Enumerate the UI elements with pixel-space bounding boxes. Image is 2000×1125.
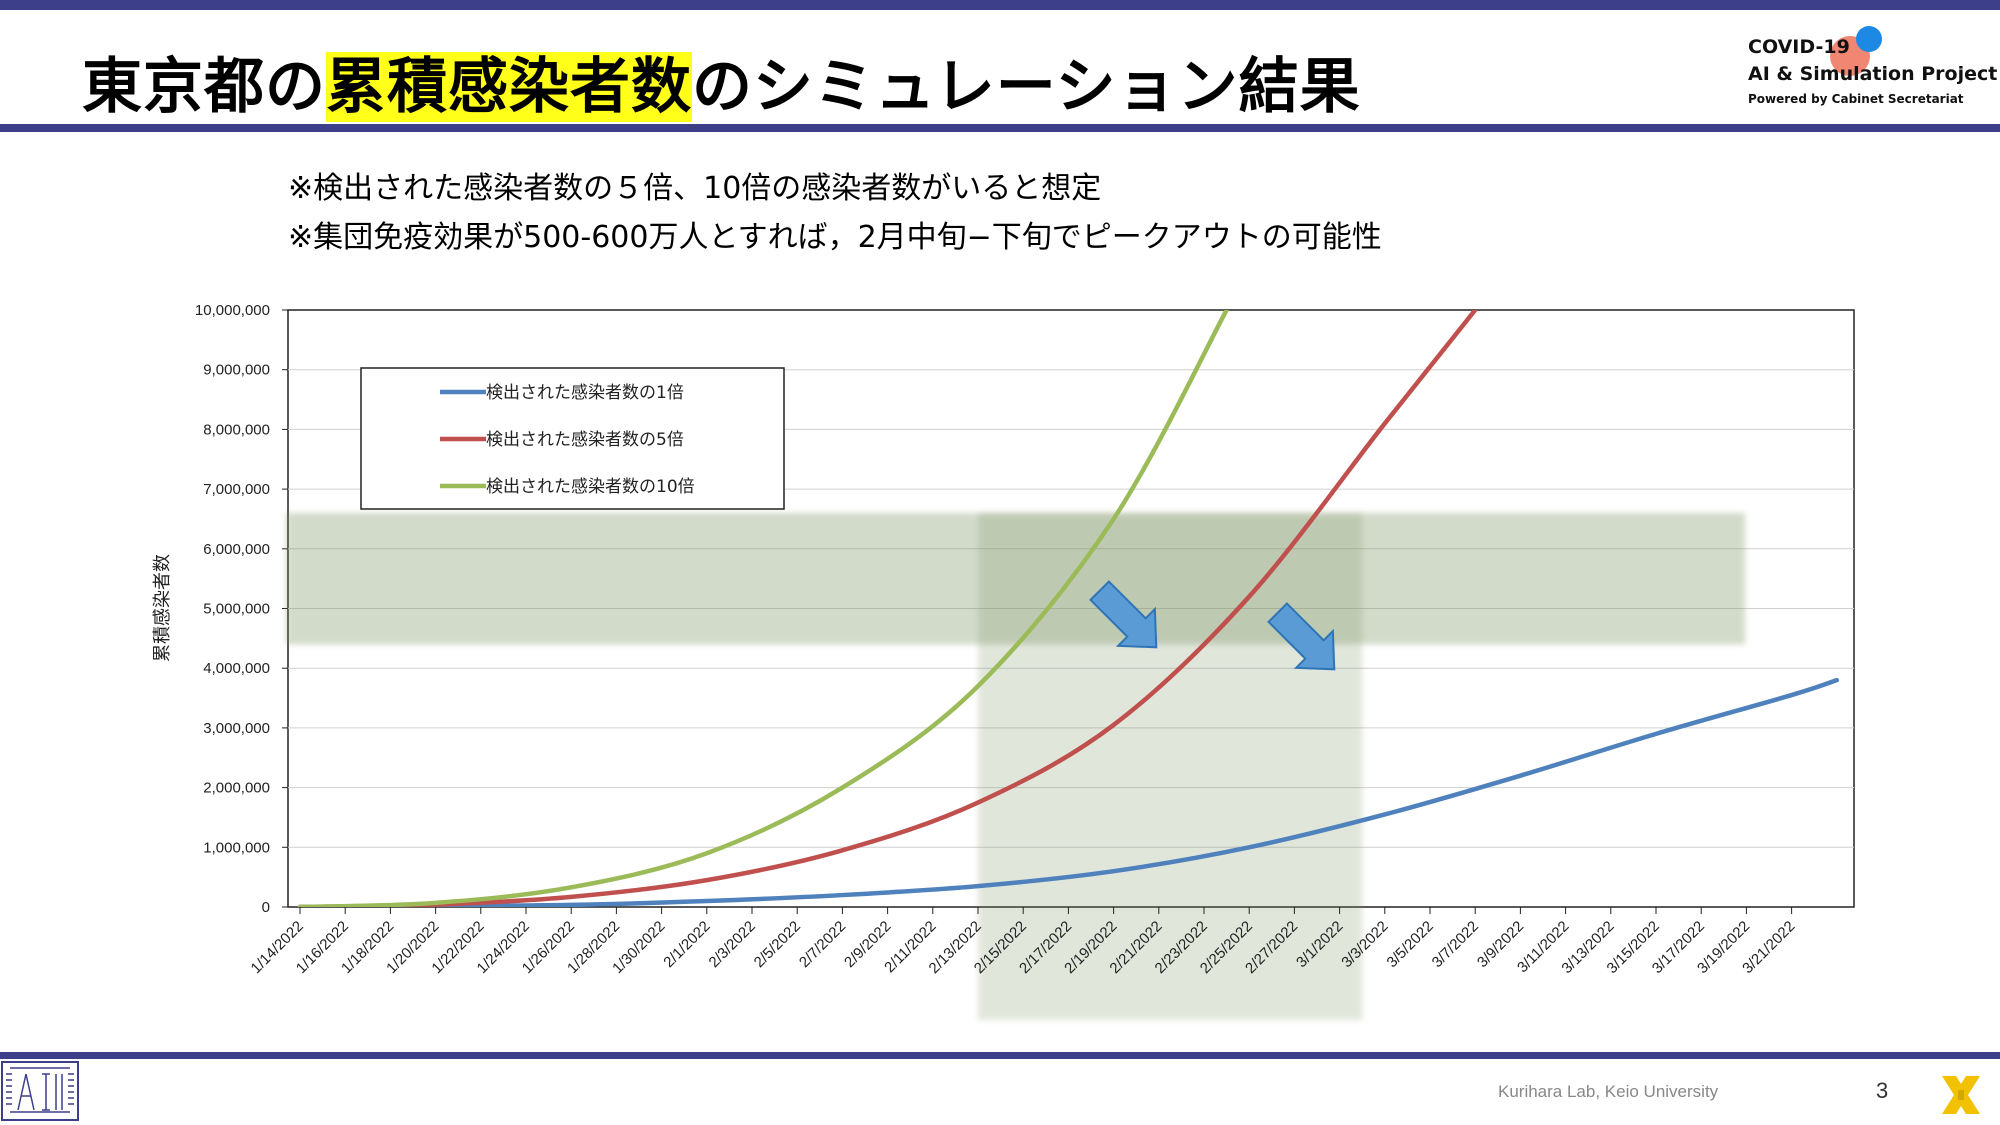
y-tick-label: 10,000,000 xyxy=(195,302,270,319)
x-tick-label: 2/1/2022 xyxy=(660,918,713,971)
title-highlight: 累積感染者数 xyxy=(326,52,692,122)
title-underline xyxy=(0,124,2000,132)
y-tick-label: 4,000,000 xyxy=(203,660,270,677)
title-suffix: のシミュレーション結果 xyxy=(692,52,1361,122)
legend-box xyxy=(360,367,785,510)
x-tick-label: 2/3/2022 xyxy=(706,918,759,971)
y-tick-label: 9,000,000 xyxy=(203,362,270,379)
assumption-note: ※検出された感染者数の５倍、10倍の感染者数がいると想定 xyxy=(288,171,1102,206)
y-tick-label: 5,000,000 xyxy=(203,601,270,618)
y-tick-label: 0 xyxy=(262,899,270,916)
series-line-2 xyxy=(297,310,1478,907)
legend-label-2: 検出された感染者数の5倍 xyxy=(486,430,684,450)
y-tick-label: 8,000,000 xyxy=(203,421,270,438)
series-line-3 xyxy=(297,310,1229,907)
legend-label-3: 検出された感染者数の10倍 xyxy=(486,477,695,497)
legend-label-1: 検出された感染者数の1倍 xyxy=(486,383,684,403)
x-tick-label: 2/7/2022 xyxy=(796,918,849,971)
logo-line-3: Powered by Cabinet Secretariat xyxy=(1748,92,1964,106)
series-line-1 xyxy=(297,677,1840,907)
arrow-down-right-icon xyxy=(1267,602,1336,671)
cumulative-infections-chart: 0 1,000,000 2,000,000 3,000,000 4,000,000 5,0… xyxy=(152,302,1855,1020)
y-tick-label: 7,000,000 xyxy=(203,481,270,498)
page-number: 3 xyxy=(1876,1078,1889,1103)
logo-line-1: COVID-19 xyxy=(1748,36,1850,58)
arrow-down-right-icon xyxy=(1089,580,1158,649)
y-tick-label: 1,000,000 xyxy=(203,839,270,856)
page-title: 東京都の累積感染者数のシミュレーション結果 xyxy=(82,38,1361,125)
ai-logo-icon xyxy=(1,1061,79,1121)
footer-rule xyxy=(0,1052,2000,1059)
covid-ai-project-logo: COVID-19 AI & Simulation Project Powered… xyxy=(1748,26,1997,120)
title-prefix: 東京都の xyxy=(82,52,326,122)
y-tick-label: 2,000,000 xyxy=(203,780,270,797)
y-tick-label: 6,000,000 xyxy=(203,541,270,558)
x-logo-icon xyxy=(1942,1076,1980,1114)
y-tick-label: 3,000,000 xyxy=(203,720,270,737)
footer-credit: Kurihara Lab, Keio University xyxy=(1498,1082,1719,1101)
x-tick-label: 2/5/2022 xyxy=(751,918,804,971)
peak-window-band xyxy=(978,512,1363,1020)
top-accent-bar xyxy=(0,0,2000,10)
y-axis-title: 累積感染者数 xyxy=(152,554,173,662)
logo-blue-dot-icon xyxy=(1856,26,1882,52)
x-tick-label: 3/7/2022 xyxy=(1429,918,1482,971)
x-tick-label: 3/5/2022 xyxy=(1384,918,1437,971)
herd-immunity-note: ※集団免疫効果が500-600万人とすれば，2月中旬−下旬でピークアウトの可能性 xyxy=(288,220,1382,255)
logo-line-2: AI & Simulation Project xyxy=(1748,63,1998,85)
